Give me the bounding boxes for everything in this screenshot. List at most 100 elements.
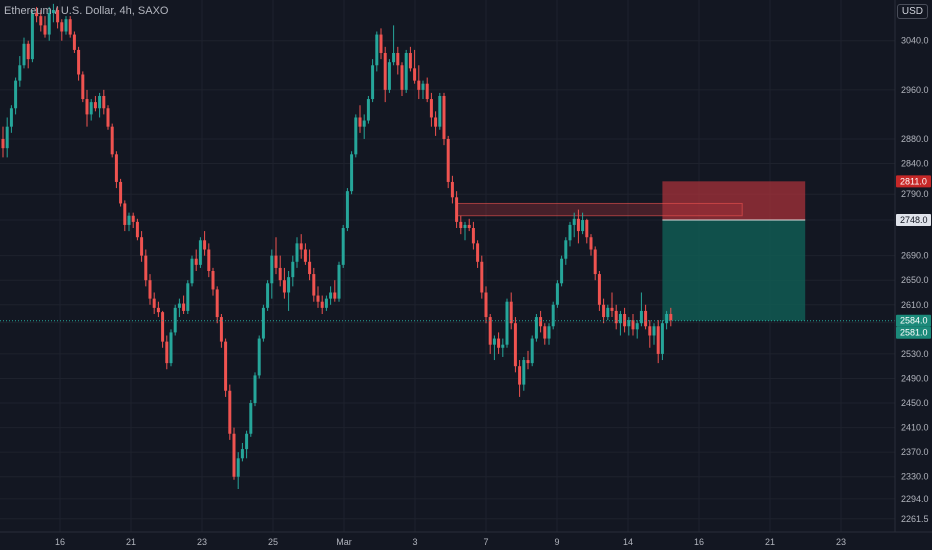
- candle: [169, 329, 173, 367]
- candle: [253, 372, 257, 407]
- time-tick-label: 9: [554, 537, 559, 547]
- candle-body: [597, 274, 601, 305]
- candle-body: [173, 307, 177, 333]
- candle: [387, 59, 391, 93]
- candle: [274, 237, 278, 275]
- price-tick-label: 2294.0: [901, 494, 929, 504]
- candle: [656, 320, 660, 364]
- price-tick-label: 2490.0: [901, 373, 929, 383]
- candle: [14, 77, 18, 115]
- time-tick-label: 16: [55, 537, 65, 547]
- candle-body: [387, 62, 391, 90]
- candle: [320, 295, 324, 314]
- candle-body: [316, 295, 320, 302]
- symbol-title[interactable]: Ethereum / U.S. Dollar, 4h, SAXO: [4, 5, 169, 17]
- candle-body: [543, 326, 547, 339]
- price-axis[interactable]: 3040.0 2960.0 2880.0 2840.0 2790.0 2690.0 2650…: [894, 0, 932, 550]
- time-tick-label: 14: [623, 537, 633, 547]
- candle: [555, 280, 559, 308]
- candle-body: [85, 99, 89, 115]
- candle: [358, 105, 362, 133]
- candle-body: [585, 220, 589, 238]
- candle: [140, 231, 144, 262]
- price-tick-label: 2330.0: [901, 472, 929, 482]
- candle-body: [665, 313, 669, 324]
- candle-body: [299, 243, 303, 250]
- candle-body: [291, 261, 295, 278]
- candle-body: [442, 95, 446, 139]
- candle: [232, 427, 236, 480]
- candle-body: [257, 338, 261, 376]
- candle-body: [644, 310, 648, 327]
- candle-body: [245, 433, 249, 450]
- candle-body: [39, 16, 43, 26]
- candle: [219, 313, 223, 348]
- candle: [282, 267, 286, 299]
- candle-body: [471, 228, 475, 244]
- candles: [1, 3, 673, 490]
- candle-body: [467, 224, 471, 229]
- candle-body: [308, 261, 312, 275]
- candle-body: [606, 307, 610, 318]
- candle: [610, 292, 614, 318]
- candle-body: [476, 243, 480, 262]
- candle: [85, 89, 89, 127]
- candle: [93, 95, 97, 112]
- candle: [375, 31, 379, 72]
- candle-body: [555, 283, 559, 305]
- candle: [22, 37, 26, 69]
- candle-body: [177, 303, 181, 308]
- candle-body: [459, 221, 463, 229]
- candle-body: [228, 390, 232, 434]
- candle-body: [5, 126, 9, 149]
- candle-body: [18, 65, 22, 81]
- candle-body: [547, 326, 551, 339]
- candle-body: [337, 264, 341, 299]
- candle: [98, 92, 102, 118]
- candle: [366, 95, 370, 124]
- candle-body: [182, 303, 186, 311]
- candle: [652, 323, 656, 345]
- grid: [0, 0, 895, 532]
- candle-body: [30, 13, 34, 60]
- candle: [123, 200, 127, 232]
- candle: [186, 280, 190, 314]
- candle-body: [324, 298, 328, 308]
- candle: [644, 304, 648, 330]
- candle: [547, 323, 551, 345]
- candle-body: [144, 255, 148, 281]
- candle-body: [169, 332, 173, 364]
- price-tick-label: 2370.0: [901, 447, 929, 457]
- candle-body: [240, 449, 244, 459]
- candle: [505, 298, 509, 348]
- candle: [173, 304, 177, 336]
- candle: [585, 218, 589, 244]
- candle-body: [530, 338, 534, 364]
- candle: [639, 292, 643, 327]
- currency-selector[interactable]: USD: [896, 4, 928, 19]
- candle-body: [127, 215, 131, 225]
- candle: [396, 46, 400, 75]
- candle-body: [509, 301, 513, 324]
- price-tick-label: 2960.0: [901, 85, 929, 95]
- candle: [177, 298, 181, 318]
- time-axis[interactable]: 16 21 23 25 Mar 3 7 9 14 16 21 23: [0, 531, 932, 550]
- candle: [345, 188, 349, 232]
- candle: [278, 255, 282, 287]
- candle-body: [660, 323, 664, 354]
- candle: [648, 320, 652, 348]
- candle: [417, 65, 421, 100]
- candle-body: [253, 375, 257, 404]
- candle-body: [639, 310, 643, 324]
- candle: [597, 271, 601, 311]
- candle-body: [669, 313, 673, 321]
- candle-body: [358, 117, 362, 127]
- candle: [383, 46, 387, 103]
- candle-body: [81, 74, 85, 100]
- candle-body: [93, 102, 97, 109]
- candle: [211, 267, 215, 296]
- candle: [152, 292, 156, 314]
- candle-body: [123, 203, 127, 225]
- candle-body: [156, 307, 160, 313]
